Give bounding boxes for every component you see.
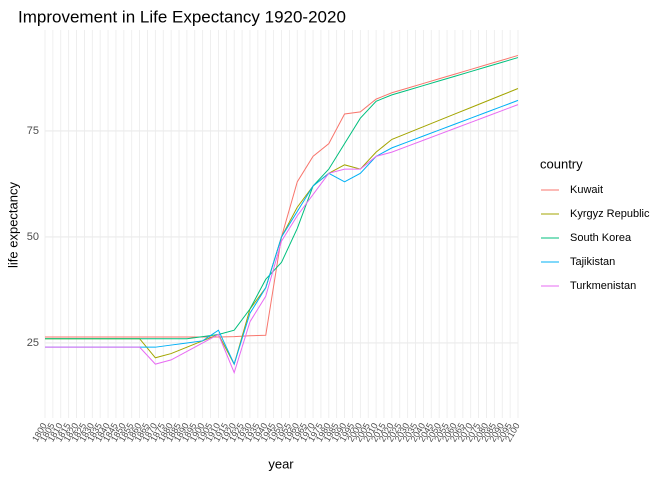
legend-label: Kuwait bbox=[570, 184, 603, 196]
y-tick-label: 50 bbox=[27, 231, 39, 243]
legend-label: South Korea bbox=[570, 232, 632, 244]
legend-label: Turkmenistan bbox=[570, 280, 636, 292]
line bbox=[45, 104, 519, 375]
x-axis-label: year bbox=[268, 456, 294, 471]
legend-label: Kyrgyz Republic bbox=[570, 208, 650, 220]
chart-title: Improvement in Life Expectancy 1920-2020 bbox=[18, 7, 346, 26]
line bbox=[45, 57, 519, 340]
y-tick-label: 25 bbox=[27, 337, 39, 349]
legend-title: country bbox=[540, 156, 583, 171]
y-tick-label: 75 bbox=[27, 125, 39, 137]
legend-label: Tajikistan bbox=[570, 256, 615, 268]
y-axis-label: life expectancy bbox=[5, 182, 20, 268]
